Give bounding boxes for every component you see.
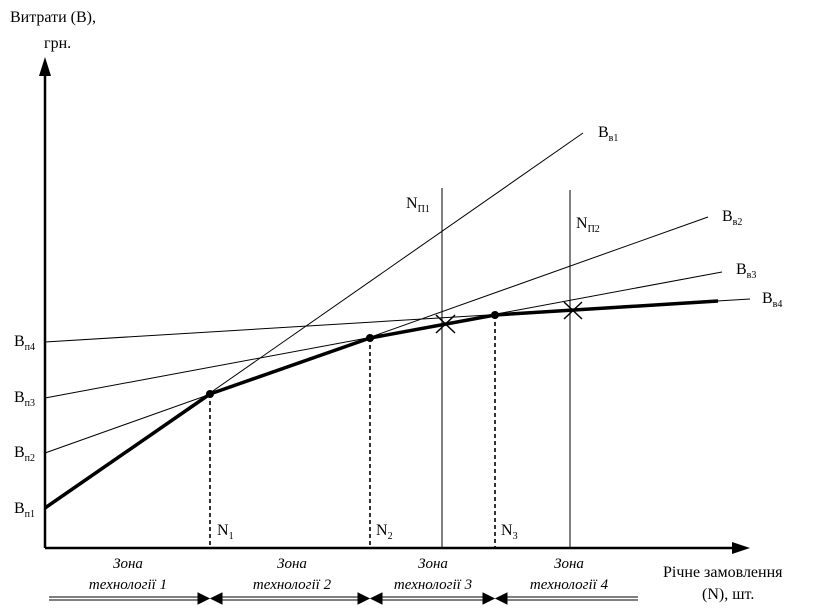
fixed-cost-label-p4: Вп4 [14,333,35,353]
breakpoint-label-n2: N2 [376,522,393,542]
line-label-b2: Вв2 [722,208,742,228]
x-axis-arrow-icon [732,542,750,554]
zone-3-line1: Зона [418,556,448,572]
zone-2-line1: Зона [277,556,307,572]
breakpoint-label-n1: N1 [217,522,234,542]
y-axis-arrow-icon [39,57,51,76]
zone-4-arrow [494,592,638,605]
vertical-line-label-np1: NП1 [406,195,430,215]
line-label-b3: Вв3 [736,261,756,281]
zone-1-line1: Зона [113,556,143,572]
vertical-line-label-np2: NП2 [576,215,600,235]
fixed-cost-label-p3: Вп3 [14,389,35,409]
zone-3-arrow [369,592,496,605]
cost-line-b2 [44,216,709,454]
x-axis-title-line1: Річне замовлення [663,564,783,581]
y-axis-title-line2: грн. [44,35,71,52]
x-axis-title-line2: (N), шт. [702,586,754,603]
fixed-cost-label-p2: Вп2 [14,444,35,464]
zone-1-arrow [49,592,211,605]
intersection-cross-icon-1 [435,314,456,334]
zone-2-arrow [209,592,371,605]
zone-3-line2: технології 3 [394,577,472,593]
zone-4-line2: технології 4 [530,577,609,593]
minimum-cost-envelope [44,299,719,510]
intersection-cross-icon-2 [563,301,583,320]
zone-4-line1: Зона [554,556,584,572]
zone-1-line2: технології 1 [89,577,167,593]
zone-2-line2: технології 2 [253,577,332,593]
line-label-b4: Вв4 [762,290,782,310]
line-label-b1: Вв1 [598,124,618,144]
breakpoint-label-n3: N3 [501,522,518,542]
y-axis-title-line1: Витрати (В), [10,9,96,26]
fixed-cost-label-p1: Вп1 [14,500,35,520]
